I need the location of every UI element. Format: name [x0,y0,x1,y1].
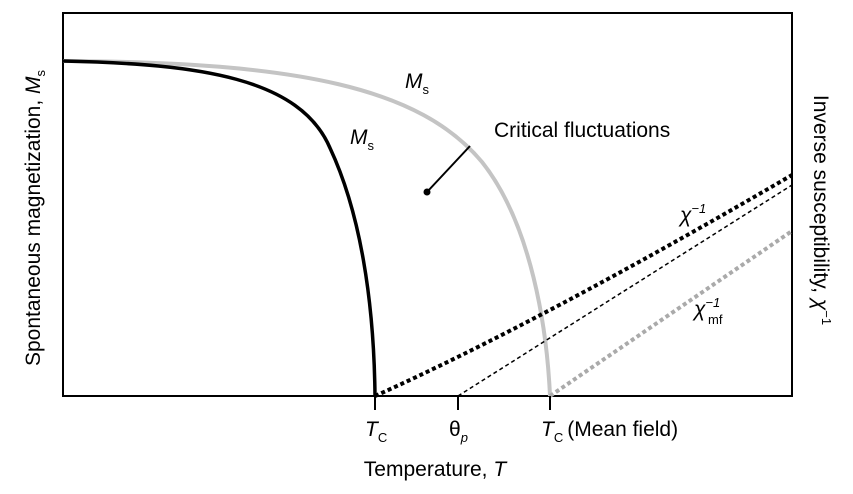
y-right-label: Inverse susceptibility, χ−1 [809,95,834,325]
symbol: M [405,70,423,93]
symbol: θ [449,418,461,441]
subscript: mf [708,312,723,327]
symbol: χ [692,298,706,321]
subscript: C [378,430,387,445]
chi-asymptote [457,184,793,397]
curve-label: χ−1 mf [692,295,723,327]
curve-label: χ−1 [678,201,706,227]
text: Temperature, [364,458,494,481]
text: Inverse susceptibility, [809,95,832,299]
tick-label: θp [449,418,468,445]
symbol: T [493,458,508,481]
subscript: s [33,69,48,76]
subscript: p [460,430,468,445]
symbol: χ [678,204,692,227]
text: Spontaneous magnetization, [22,94,45,366]
ms-mean-field-curve [62,59,552,397]
frame [62,12,793,397]
annotation: Critical fluctuations [494,119,670,142]
symbol: M [350,126,368,149]
subscript: C [554,430,563,445]
annotation-line [426,145,471,193]
symbol: T [365,418,380,441]
tick-label: TC [365,418,387,445]
subscript: s [368,138,375,153]
tick-label: TC (Mean field) [541,418,678,445]
symbol: χ [809,297,832,311]
superscript: −1 [705,295,720,310]
chi-curve [374,173,794,398]
symbol: T [541,418,556,441]
chi-mf-line [548,229,794,398]
x-axis-label: Temperature, T [364,458,509,481]
curve-label: Ms [350,126,375,153]
superscript: −1 [691,201,706,216]
subscript: s [423,82,430,97]
curve-label: Ms [405,70,430,97]
note: (Mean field) [567,418,678,441]
ms-curve [62,59,377,397]
superscript: −1 [819,310,834,325]
y-left-label: Spontaneous magnetization, Ms [22,69,48,366]
symbol: M [22,76,45,94]
